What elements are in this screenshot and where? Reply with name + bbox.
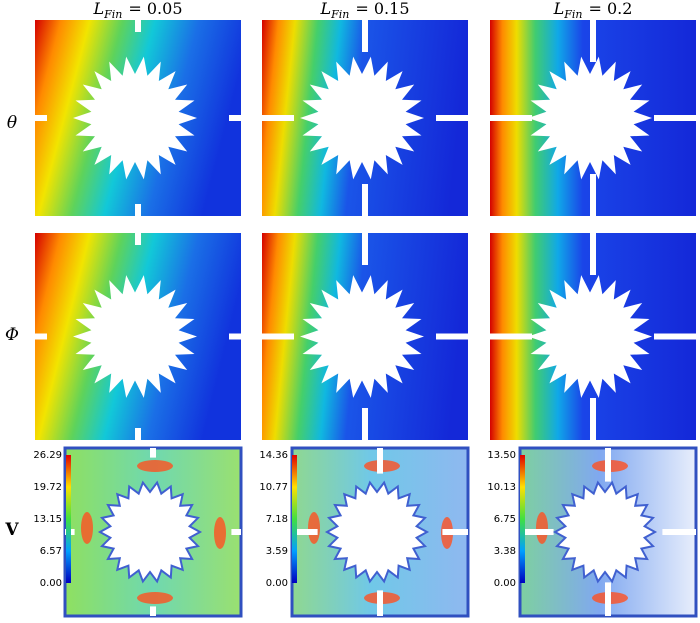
colorbar-label: 26.29 bbox=[33, 450, 62, 461]
fin-slot bbox=[377, 448, 383, 474]
header-subscript: Fin bbox=[103, 8, 122, 21]
header-symbol: L bbox=[553, 0, 565, 18]
fin-slot bbox=[590, 174, 596, 216]
fin-slot bbox=[436, 115, 468, 121]
fin-slot bbox=[135, 428, 141, 440]
colorbar-label: 0.00 bbox=[40, 578, 62, 589]
fin-slot bbox=[35, 333, 47, 340]
fin-slot bbox=[442, 529, 468, 535]
row-label: Φ bbox=[5, 325, 19, 345]
colorbar-label: 13.15 bbox=[33, 514, 62, 525]
fin-slot bbox=[490, 333, 532, 340]
gear bbox=[552, 480, 658, 584]
colorbar-label: 14.36 bbox=[259, 450, 288, 461]
row-label: V bbox=[4, 520, 19, 540]
gear bbox=[73, 275, 197, 398]
column-header: LFin = 0.2 bbox=[553, 0, 633, 21]
fin-slot bbox=[362, 233, 368, 265]
fin-slot bbox=[590, 233, 596, 275]
colorbar bbox=[292, 455, 297, 583]
fin-slot bbox=[231, 529, 241, 535]
column-header: LFin = 0.05 bbox=[93, 0, 183, 21]
gear bbox=[300, 56, 424, 180]
fin-slot bbox=[262, 115, 294, 121]
fin-slot bbox=[490, 115, 532, 121]
colorbar-label: 6.57 bbox=[40, 546, 62, 557]
velocity-peak bbox=[137, 592, 173, 604]
fin-slot bbox=[654, 115, 696, 121]
header-value: = 0.05 bbox=[128, 0, 182, 18]
gear bbox=[324, 480, 430, 584]
fin-slot bbox=[292, 529, 318, 535]
velocity-peak bbox=[214, 517, 226, 549]
fin-slot bbox=[662, 529, 696, 535]
colorbar-label: 0.00 bbox=[494, 578, 516, 589]
colorbar bbox=[520, 455, 525, 583]
fin-slot bbox=[436, 333, 468, 340]
fin-slot bbox=[590, 20, 596, 62]
gear bbox=[528, 275, 652, 398]
fin-slot bbox=[605, 582, 611, 616]
colorbar-label: 13.50 bbox=[487, 450, 516, 461]
fin-slot bbox=[377, 590, 383, 616]
gear bbox=[300, 275, 424, 398]
colorbar-label: 7.18 bbox=[266, 514, 288, 525]
fin-slot bbox=[362, 184, 368, 216]
velocity-peak bbox=[536, 512, 548, 544]
row-label: θ bbox=[7, 113, 17, 133]
header-symbol: L bbox=[320, 0, 332, 18]
colorbar-label: 19.72 bbox=[33, 482, 62, 493]
header-value: = 0.15 bbox=[355, 0, 409, 18]
gear bbox=[97, 480, 203, 584]
fin-slot bbox=[362, 20, 368, 52]
header-subscript: Fin bbox=[330, 8, 349, 21]
header-value: = 0.2 bbox=[588, 0, 632, 18]
header-subscript: Fin bbox=[563, 8, 582, 21]
fin-slot bbox=[229, 115, 241, 121]
colorbar-label: 3.38 bbox=[494, 546, 516, 557]
fin-slot bbox=[605, 448, 611, 482]
velocity-peak bbox=[81, 512, 93, 544]
colorbar-label: 10.77 bbox=[259, 482, 288, 493]
fin-slot bbox=[35, 115, 47, 121]
fin-slot bbox=[654, 333, 696, 340]
gear bbox=[528, 56, 652, 180]
fin-slot bbox=[229, 333, 241, 340]
colorbar-label: 10.13 bbox=[487, 482, 516, 493]
gear bbox=[73, 56, 197, 180]
colorbar-label: 6.75 bbox=[494, 514, 516, 525]
fin-slot bbox=[590, 398, 596, 440]
velocity-peak bbox=[308, 512, 320, 544]
colorbar-label: 3.59 bbox=[266, 546, 288, 557]
fin-slot bbox=[262, 333, 294, 340]
fin-slot bbox=[135, 233, 141, 245]
velocity-peak bbox=[137, 460, 173, 472]
fin-slot bbox=[520, 529, 554, 535]
fin-slot bbox=[135, 20, 141, 32]
header-symbol: L bbox=[93, 0, 105, 18]
column-header: LFin = 0.15 bbox=[320, 0, 410, 21]
fin-slot bbox=[362, 408, 368, 440]
fin-slot bbox=[135, 204, 141, 216]
colorbar bbox=[66, 455, 71, 583]
colorbar-label: 0.00 bbox=[266, 578, 288, 589]
fin-slot bbox=[150, 448, 156, 458]
fin-slot bbox=[150, 606, 156, 616]
